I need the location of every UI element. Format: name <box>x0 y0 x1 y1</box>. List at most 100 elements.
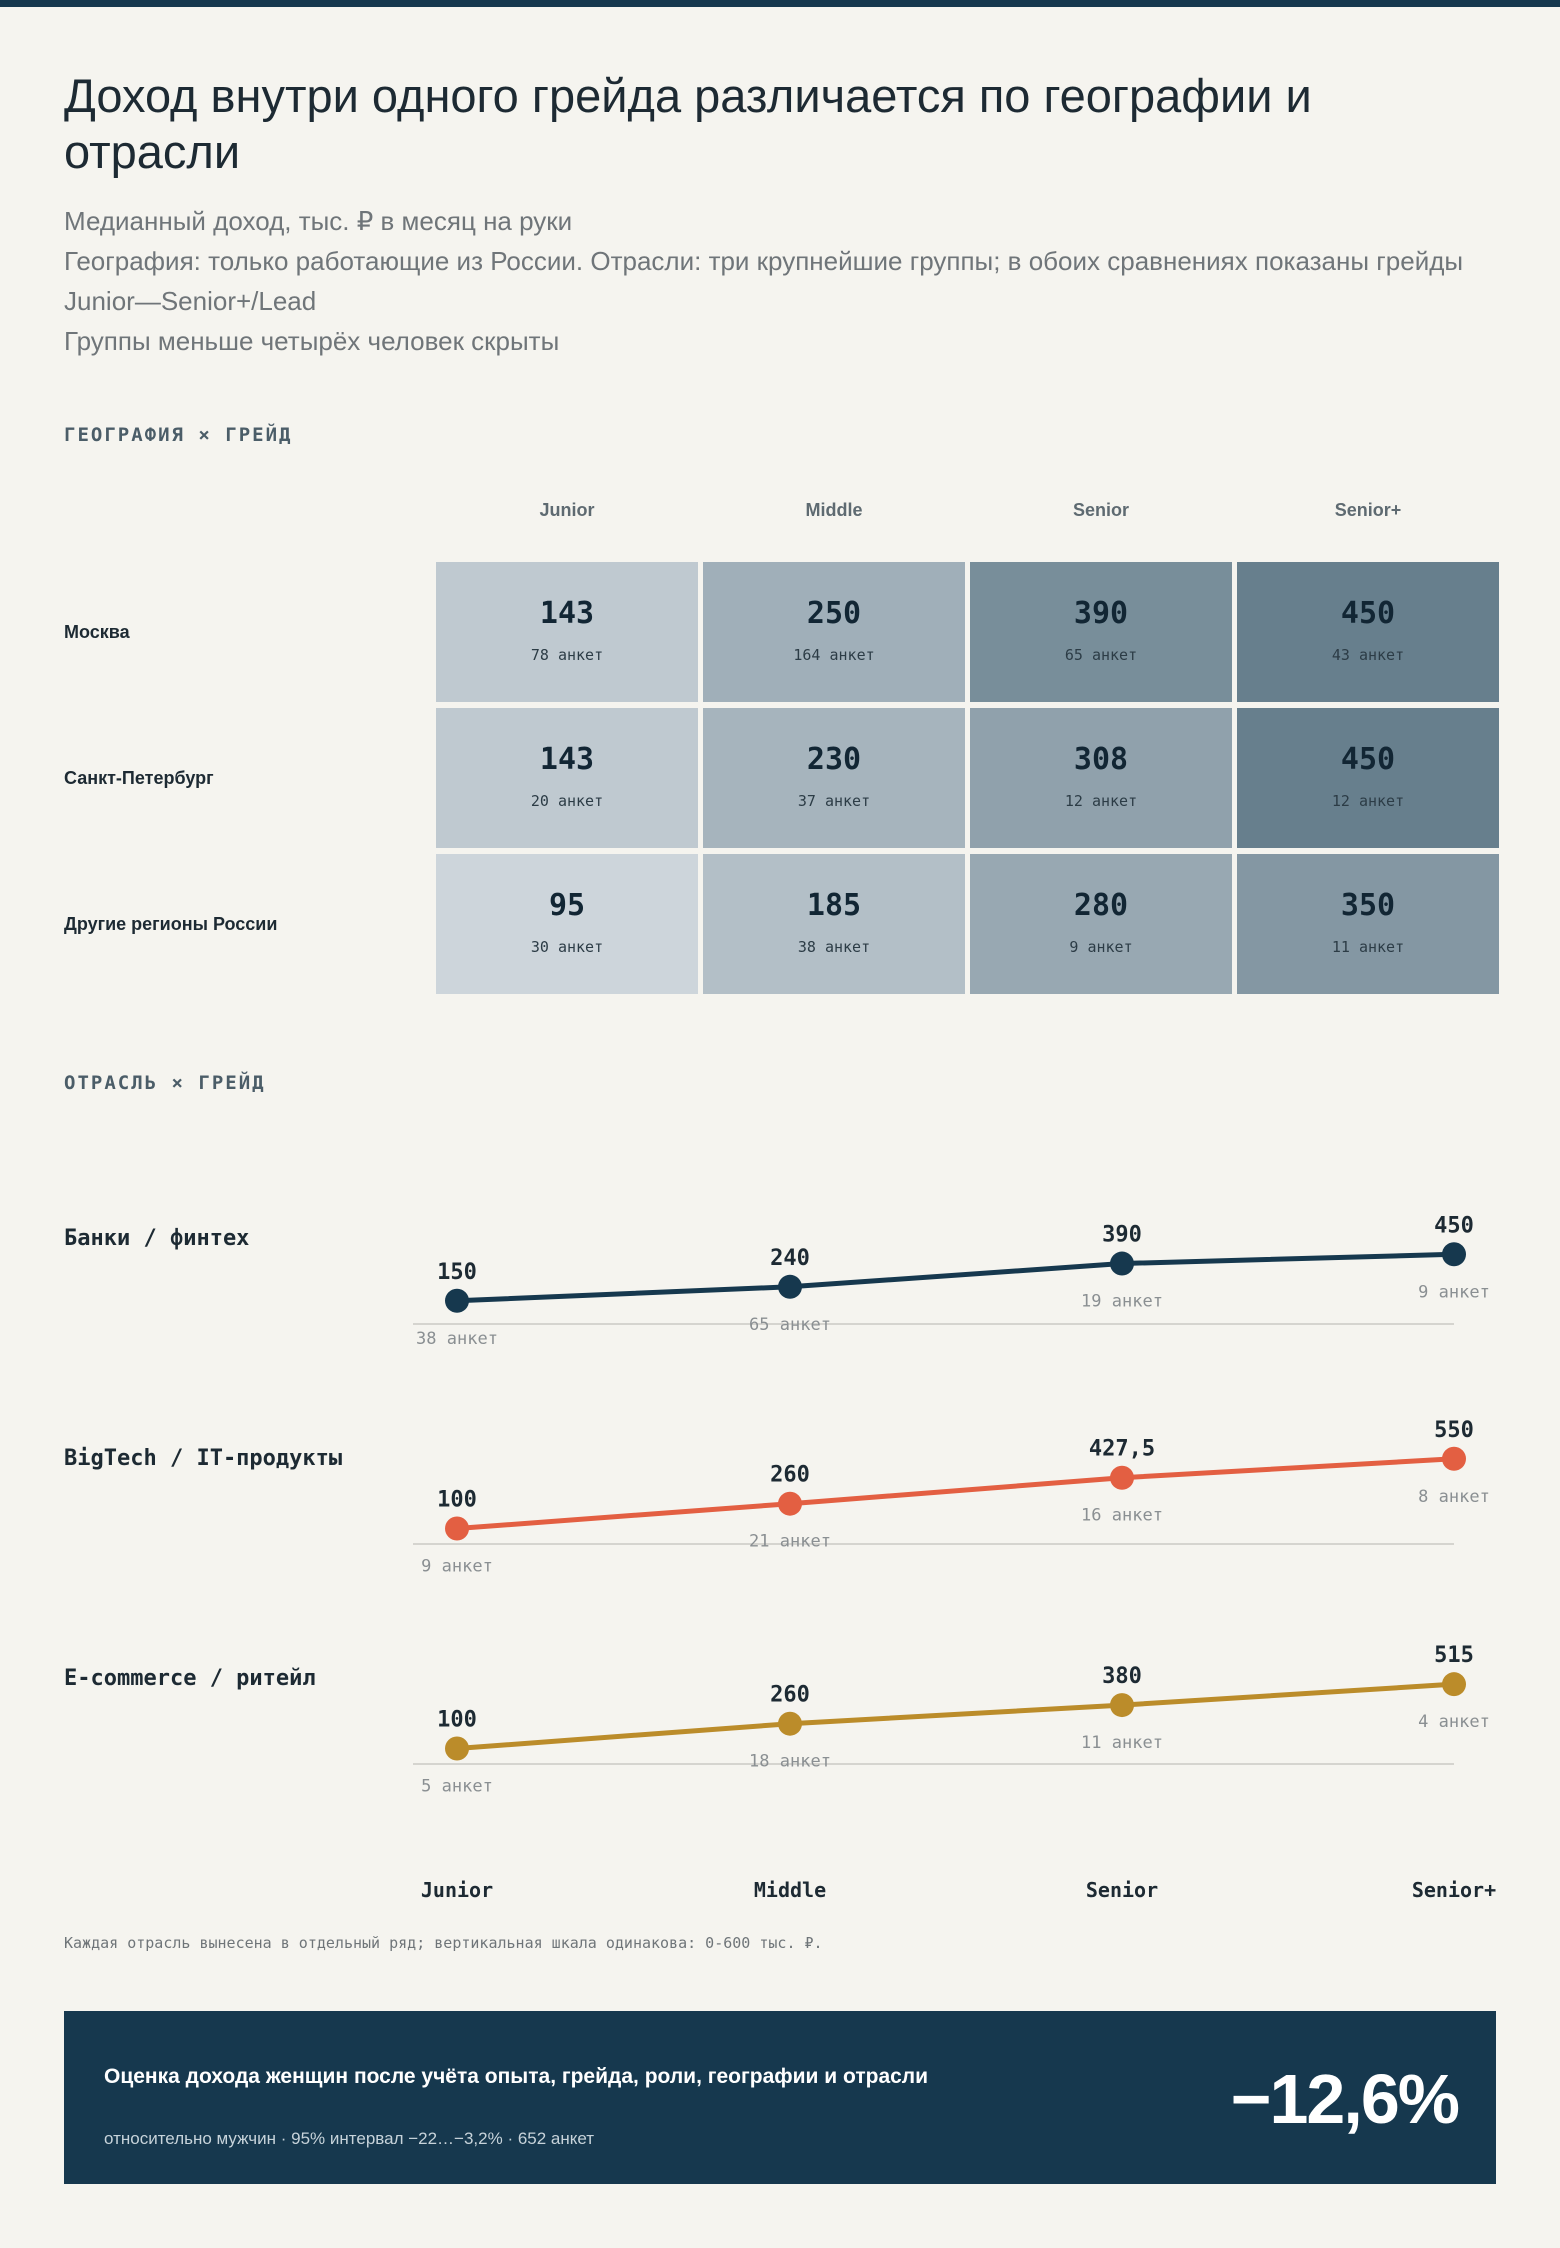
heatmap-cell-value: 185 <box>806 888 862 923</box>
heatmap-cell-count: 65 анкет <box>1064 646 1138 664</box>
heatmap-cell-count: 9 анкет <box>1069 938 1133 956</box>
data-point <box>1110 1251 1134 1276</box>
section-label-geo: ГЕОГРАФИЯ × ГРЕЙД <box>64 424 293 446</box>
callout-subtitle: относительно мужчин · 95% интервал −22…−… <box>104 2129 595 2148</box>
data-label: 550 <box>1434 1418 1474 1443</box>
heatmap-cell: 143 78 анкет <box>436 562 698 702</box>
x-tick-label: Senior <box>1086 1878 1158 1902</box>
heatmap-row-label: Москва <box>64 622 130 642</box>
industry-row-label: BigTech / IT-продукты <box>64 1446 343 1471</box>
callout-value: −12,6% <box>1230 2060 1460 2138</box>
heatmap-cell-value: 143 <box>539 742 595 777</box>
heatmap-cell-count: 37 анкет <box>797 792 871 810</box>
top-accent-bar <box>0 0 1560 7</box>
section-label-industry: ОТРАСЛЬ × ГРЕЙД <box>64 1072 266 1094</box>
heatmap-cell-value: 450 <box>1340 742 1396 777</box>
heatmap-row-label: Другие регионы России <box>64 914 278 934</box>
data-point <box>778 1491 802 1516</box>
heatmap-cell-value: 390 <box>1073 596 1129 631</box>
data-point <box>1442 1446 1466 1471</box>
scale-note: Каждая отрасль вынесена в отдельный ряд;… <box>64 1934 823 1952</box>
count-label: 9 анкет <box>421 1557 493 1577</box>
heatmap-cell-value: 250 <box>806 596 862 631</box>
subtitle-units: Медианный доход, тыс. ₽ в месяц на руки <box>64 206 573 236</box>
data-label: 390 <box>1102 1223 1142 1248</box>
count-label: 5 анкет <box>421 1777 493 1797</box>
heatmap-cell-count: 164 анкет <box>793 646 875 664</box>
heatmap-cell-count: 43 анкет <box>1331 646 1405 664</box>
series-line <box>454 1456 1457 1531</box>
heatmap-cell-count: 78 анкет <box>530 646 604 664</box>
count-label: 16 анкет <box>1081 1506 1163 1526</box>
heatmap-column-header: Senior+ <box>1334 500 1402 520</box>
heatmap-cell-value: 450 <box>1340 596 1396 631</box>
data-label: 380 <box>1102 1664 1142 1689</box>
heatmap-cell: 390 65 анкет <box>970 562 1232 702</box>
heatmap-column-header: Junior <box>539 500 595 520</box>
series-line <box>454 1681 1457 1751</box>
data-label: 100 <box>437 1708 477 1733</box>
heatmap-cell: 230 37 анкет <box>703 708 965 848</box>
heatmap-cell-count: 11 анкет <box>1331 938 1405 956</box>
count-label: 65 анкет <box>749 1315 831 1335</box>
data-label: 427,5 <box>1089 1437 1155 1462</box>
heatmap-cell: 95 30 анкет <box>436 854 698 994</box>
count-label: 21 анкет <box>749 1532 831 1552</box>
data-point <box>778 1274 802 1299</box>
data-label: 150 <box>437 1260 477 1285</box>
count-label: 38 анкет <box>416 1329 498 1349</box>
count-label: 9 анкет <box>1418 1282 1490 1302</box>
x-tick-label: Senior+ <box>1412 1878 1496 1902</box>
heatmap-cell-value: 308 <box>1073 742 1129 777</box>
industry-row-label: Банки / финтех <box>64 1226 250 1251</box>
callout-box: Оценка дохода женщин после учёта опыта, … <box>64 2011 1496 2184</box>
page-title: Доход внутри одного грейда различается п… <box>64 69 1312 178</box>
heatmap-cell-value: 95 <box>548 888 586 923</box>
data-point <box>445 1288 469 1313</box>
heatmap-cell-value: 280 <box>1073 888 1129 923</box>
heatmap-row-label: Санкт-Петербург <box>64 768 214 788</box>
data-label: 240 <box>770 1246 810 1271</box>
data-label: 260 <box>770 1463 810 1488</box>
heatmap-column-header: Senior <box>1072 500 1129 520</box>
heatmap-cell-count: 12 анкет <box>1331 792 1405 810</box>
callout-title: Оценка дохода женщин после учёта опыта, … <box>104 2065 929 2088</box>
heatmap-cell: 280 9 анкет <box>970 854 1232 994</box>
subtitle-scope: География: только работающие из России. … <box>64 246 1464 316</box>
heatmap-cell: 450 12 анкет <box>1237 708 1499 848</box>
heatmap-cell-count: 30 анкет <box>530 938 604 956</box>
heatmap-cell: 143 20 анкет <box>436 708 698 848</box>
heatmap-cell-count: 12 анкет <box>1064 792 1138 810</box>
data-point <box>1110 1693 1134 1718</box>
count-label: 11 анкет <box>1081 1733 1163 1753</box>
heatmap-cell-value: 230 <box>806 742 862 777</box>
data-label: 450 <box>1434 1213 1474 1238</box>
data-label: 100 <box>437 1488 477 1513</box>
heatmap-cell-value: 350 <box>1340 888 1396 923</box>
data-point <box>1442 1672 1466 1697</box>
heatmap-cell: 250 164 анкет <box>703 562 965 702</box>
data-point <box>1442 1242 1466 1267</box>
heatmap-cell-value: 143 <box>539 596 595 631</box>
heatmap-cell: 350 11 анкет <box>1237 854 1499 994</box>
heatmap-cell: 308 12 анкет <box>970 708 1232 848</box>
data-point <box>778 1711 802 1736</box>
industry-grade-chart: 150 38 анкет 240 65 анкет 390 19 анкет 450 9 ан… <box>413 1213 1496 1902</box>
heatmap-column-header: Middle <box>805 500 863 520</box>
industry-row-label: E-commerce / ритейл <box>64 1666 316 1691</box>
data-point <box>445 1516 469 1541</box>
count-label: 4 анкет <box>1418 1712 1490 1732</box>
heatmap-cell: 450 43 анкет <box>1237 562 1499 702</box>
count-label: 19 анкет <box>1081 1292 1163 1312</box>
count-label: 18 анкет <box>749 1752 831 1772</box>
x-tick-label: Middle <box>754 1878 826 1902</box>
data-point <box>445 1736 469 1761</box>
series-line <box>454 1251 1457 1304</box>
subtitle-block: Медианный доход, тыс. ₽ в месяц на руки … <box>64 201 1504 361</box>
x-tick-label: Junior <box>421 1878 493 1902</box>
heatmap-cell: 185 38 анкет <box>703 854 965 994</box>
heatmap-cell-count: 20 анкет <box>530 792 604 810</box>
data-label: 260 <box>770 1683 810 1708</box>
heatmap-cell-count: 38 анкет <box>797 938 871 956</box>
data-label: 515 <box>1434 1643 1474 1668</box>
